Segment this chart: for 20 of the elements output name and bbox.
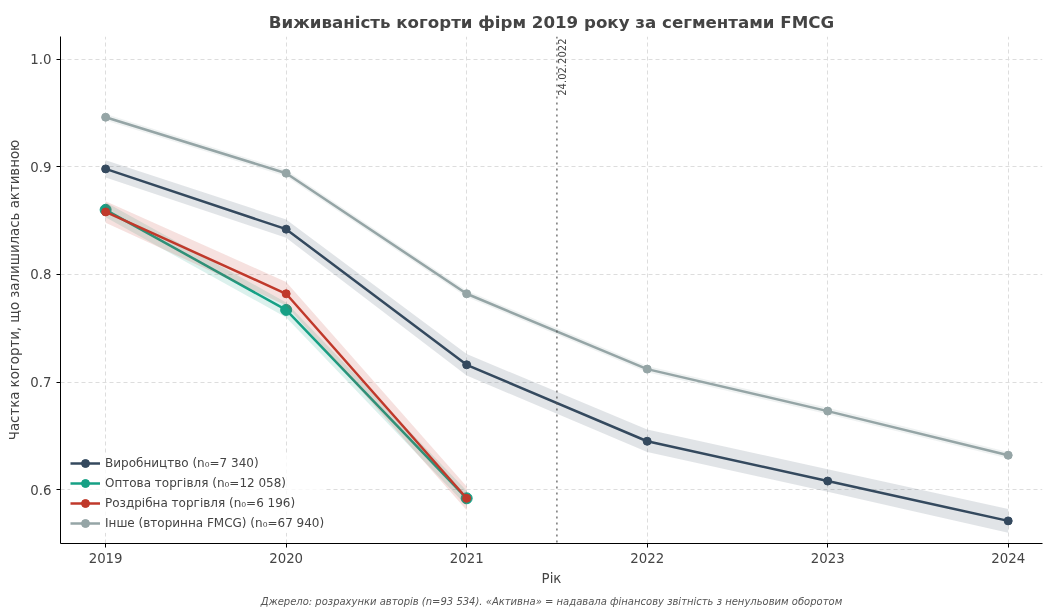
chart-title: Виживаність когорти фірм 2019 року за сегментами FMCG [268, 12, 835, 32]
x-tick-label: 2020 [269, 550, 304, 566]
legend-label: Інше (вторинна FMCG) (n₀=67 940) [105, 516, 325, 530]
x-tick-label: 2019 [88, 550, 123, 566]
x-tick-label: 2023 [810, 550, 845, 566]
legend-label: Роздрібна торгівля (n₀=6 196) [105, 496, 296, 510]
y-tick-label: 0.8 [30, 267, 52, 283]
x-tick-label: 2022 [630, 550, 665, 566]
y-tick-label: 0.6 [30, 482, 52, 498]
y-tick-label: 1.0 [30, 52, 52, 68]
x-tick-label: 2024 [991, 550, 1026, 566]
ref-line-label: 24.02.2022 [556, 38, 568, 96]
legend-label: Оптова торгівля (n₀=12 058) [105, 476, 287, 490]
y-tick-label: 0.9 [30, 159, 52, 175]
legend-label: Виробництво (n₀=7 340) [105, 456, 259, 470]
x-tick-label: 2021 [449, 550, 484, 566]
text: Джерело: розрахунки авторів (n=93 534). «Активна» = надавала фінансову звітність з ненульовим оборотом [259, 595, 843, 607]
y-axis-title: Частка когорти, що залишилась активною [7, 139, 23, 441]
x-axis-title: Рік [541, 570, 562, 586]
y-tick-label: 0.7 [30, 375, 52, 391]
